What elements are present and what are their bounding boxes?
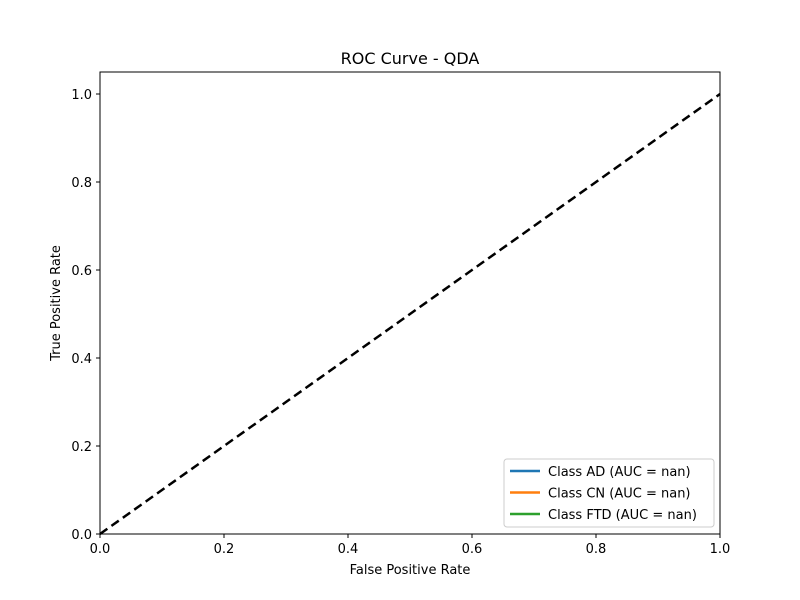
- y-tick-label: 1.0: [71, 88, 92, 103]
- legend: Class AD (AUC = nan) Class CN (AUC = nan)…: [503, 458, 715, 528]
- reference-diagonal-line: [99, 92, 721, 536]
- legend-entry-label: Class CN (AUC = nan): [548, 487, 691, 502]
- x-axis-ticks: 0.0 0.2 0.4 0.6 0.8 1.0: [90, 534, 731, 557]
- chart-title: ROC Curve - QDA: [341, 49, 480, 68]
- plot-area: [99, 92, 721, 536]
- legend-entry-label: Class AD (AUC = nan): [548, 465, 691, 480]
- y-tick-label: 0.2: [71, 440, 92, 455]
- x-tick-label: 0.4: [338, 542, 359, 557]
- x-tick-label: 1.0: [710, 542, 731, 557]
- legend-entry-label: Class FTD (AUC = nan): [548, 508, 697, 523]
- y-axis-label: True Positive Rate: [49, 245, 64, 362]
- y-tick-label: 0.0: [71, 528, 92, 543]
- y-tick-label: 0.8: [71, 176, 92, 191]
- y-axis-ticks: 0.0 0.2 0.4 0.6 0.8 1.0: [71, 88, 100, 543]
- x-tick-label: 0.8: [586, 542, 607, 557]
- x-tick-label: 0.2: [214, 542, 235, 557]
- plot-frame: [99, 71, 721, 535]
- x-tick-label: 0.6: [462, 542, 483, 557]
- x-axis-label: False Positive Rate: [350, 563, 471, 578]
- y-tick-label: 0.6: [71, 264, 92, 279]
- x-tick-label: 0.0: [90, 542, 111, 557]
- y-tick-label: 0.4: [71, 352, 92, 367]
- legend-box: [503, 458, 715, 528]
